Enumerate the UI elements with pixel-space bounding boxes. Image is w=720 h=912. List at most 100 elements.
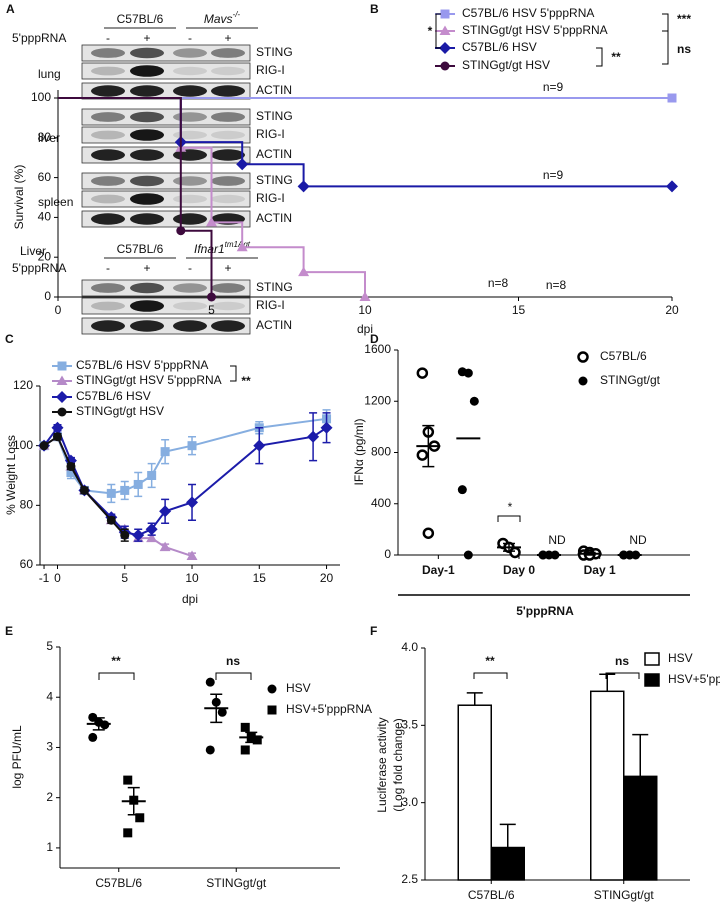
blot-strip	[81, 126, 251, 144]
y-tick-label: 2.5	[401, 872, 418, 886]
annotation: *	[428, 24, 433, 38]
group-label: C57BL/6	[117, 12, 164, 26]
blot-band	[211, 176, 245, 186]
marker	[159, 541, 171, 552]
y-tick-label: 5	[46, 639, 53, 653]
error-bar	[632, 733, 649, 777]
marker	[320, 421, 333, 434]
y-tick-label: 100	[31, 90, 51, 104]
x-tick-label: Day 1	[584, 563, 616, 577]
significance-bracket	[662, 30, 669, 65]
blot-band	[130, 300, 164, 312]
y-tick-label: 3.0	[401, 795, 418, 809]
bar	[490, 846, 525, 881]
panel-label: B	[370, 2, 379, 16]
blot-band	[91, 149, 125, 161]
legend-swatch	[644, 673, 660, 687]
marker	[236, 158, 249, 171]
annotation: ND	[548, 533, 566, 547]
y-tick-label: 1	[46, 840, 53, 854]
blot-band	[130, 65, 164, 77]
legend-marker	[578, 376, 588, 386]
marker	[416, 449, 429, 461]
tissue-label: lung	[38, 67, 61, 81]
blot-band	[130, 111, 164, 123]
legend-label: HSV	[286, 681, 311, 695]
blot-band	[91, 66, 125, 76]
band-label: RIG-I	[256, 191, 285, 205]
x-tick-label: 0	[55, 303, 62, 317]
blot-band	[130, 320, 164, 332]
marker	[159, 505, 172, 518]
marker	[132, 529, 145, 542]
x-tick-label: -1	[39, 571, 50, 585]
bar	[623, 775, 658, 881]
blot-band	[130, 175, 164, 187]
y-tick-label: 100	[13, 438, 33, 452]
blot-band	[91, 112, 125, 122]
panel-label: C	[5, 332, 14, 346]
blot-band	[173, 48, 207, 58]
marker	[206, 216, 217, 227]
blot-band	[130, 85, 164, 97]
bar	[457, 704, 492, 881]
significance-bracket	[215, 672, 252, 680]
treatment-label: 5'pppRNA	[12, 31, 66, 45]
legend-marker	[56, 375, 68, 385]
marker	[359, 291, 371, 301]
annotation: *	[508, 500, 513, 514]
panel-label: A	[6, 2, 15, 16]
x-tick-label: 10	[185, 571, 199, 585]
blot-band	[211, 112, 245, 122]
legend-label: C57BL/6	[600, 349, 647, 363]
section-title: Liver	[20, 244, 46, 258]
significance-bracket	[230, 365, 237, 382]
blot-band	[91, 194, 125, 204]
marker	[457, 485, 467, 495]
blot-strip	[81, 317, 251, 335]
y-tick-label: 80	[20, 498, 34, 512]
marker	[297, 180, 310, 193]
x-axis-title: dpi	[182, 592, 198, 606]
y-tick-label: 400	[371, 496, 391, 510]
blot-band	[130, 282, 164, 294]
legend-label: HSV+5'pppRNA	[286, 702, 372, 716]
marker	[147, 471, 157, 480]
treatment-sign: -	[188, 31, 192, 45]
marker	[207, 292, 216, 302]
blot-band	[130, 213, 164, 225]
marker	[205, 745, 215, 755]
blot-band	[211, 194, 245, 204]
significance-bracket	[435, 13, 441, 49]
marker	[146, 532, 158, 543]
y-tick-label: 40	[38, 210, 52, 224]
marker	[176, 226, 186, 236]
annotation: **	[611, 50, 621, 64]
error-bar	[503, 542, 515, 552]
legend-label: HSV	[668, 651, 693, 665]
legend-marker	[267, 684, 277, 694]
x-tick-label: C57BL/6	[468, 888, 515, 902]
blot-strip	[81, 146, 251, 164]
y-tick-label: 800	[371, 445, 391, 459]
legend-marker	[577, 351, 589, 363]
marker	[422, 527, 435, 539]
marker	[667, 93, 677, 103]
blot-band	[211, 301, 245, 311]
annotation: ns	[677, 42, 691, 56]
band-label: RIG-I	[256, 127, 285, 141]
marker	[66, 468, 76, 478]
blot-band	[173, 66, 207, 76]
blot-band	[130, 47, 164, 59]
blot-band	[91, 320, 125, 332]
x-tick-label: Day 0	[503, 563, 535, 577]
significance-bracket	[473, 672, 508, 679]
legend-label: C57BL/6 HSV	[76, 389, 151, 403]
blot-band	[211, 66, 245, 76]
x-tick-label: STINGgt/gt	[206, 876, 267, 890]
marker	[79, 485, 89, 495]
error-bar	[245, 731, 258, 744]
blot-band	[173, 85, 207, 97]
blot-strip	[81, 108, 251, 126]
marker	[120, 485, 130, 495]
